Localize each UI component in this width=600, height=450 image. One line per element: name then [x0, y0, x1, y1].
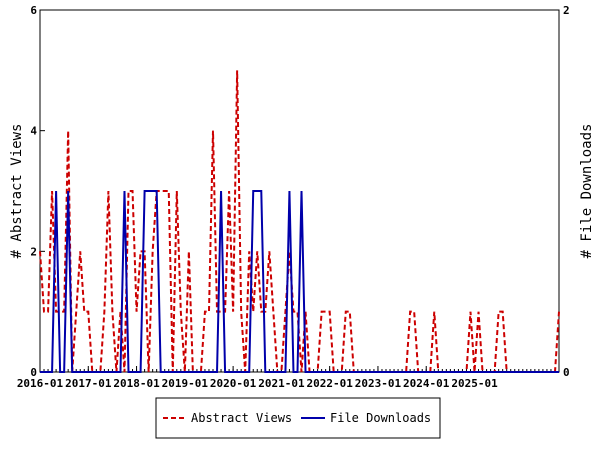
left-tick-label: 4: [30, 125, 37, 138]
x-tick-label: 2016-01: [17, 377, 64, 390]
legend-box: [155, 397, 441, 439]
x-tick-label: 2022-01: [306, 377, 353, 390]
x-tick-label: 2020-01: [210, 377, 257, 390]
legend: Abstract Views File Downloads: [155, 397, 441, 439]
x-tick-label: 2023-01: [355, 377, 402, 390]
left-tick-label: 2: [30, 245, 37, 258]
legend-label-file-downloads: File Downloads: [330, 411, 431, 425]
left-tick-label: 0: [30, 366, 37, 379]
x-tick-label: 2017-01: [65, 377, 112, 390]
series-line-file-downloads: [40, 190, 559, 373]
x-axis-tick-labels: 2016-01 2017-01 2018-01 2019-01 2020-01 2021-…: [17, 377, 498, 390]
left-axis-title: # Abstract Views: [9, 124, 25, 259]
x-tick-label: 2024-01: [403, 377, 450, 390]
left-tick-label: 6: [30, 4, 37, 17]
x-tick-label: 2019-01: [162, 377, 209, 390]
right-tick-label: 0: [563, 366, 570, 379]
x-tick-label: 2021-01: [258, 377, 305, 390]
right-axis-title: # File Downloads: [579, 124, 595, 259]
x-tick-label: 2025-01: [451, 377, 498, 390]
right-tick-label: 2: [563, 4, 570, 17]
series-layer: [39, 70, 560, 373]
x-tick-label: 2018-01: [113, 377, 160, 390]
legend-label-abstract-views: Abstract Views: [191, 411, 292, 425]
